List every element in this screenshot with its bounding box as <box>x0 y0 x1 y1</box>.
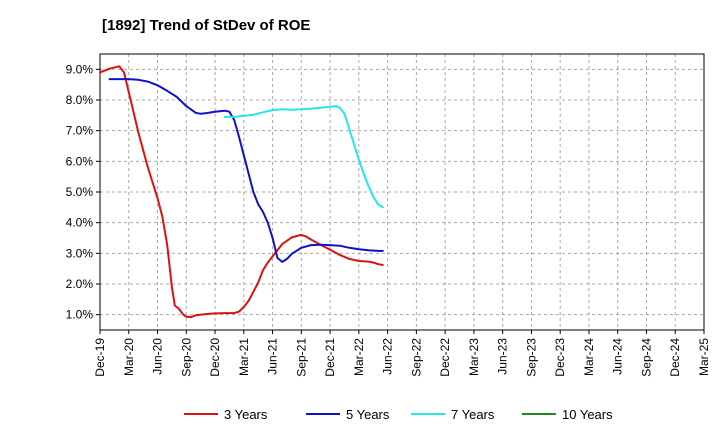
x-tick-label: Jun-22 <box>381 338 395 375</box>
y-tick-label: 3.0% <box>66 246 94 260</box>
x-tick-label: Jun-23 <box>496 338 510 375</box>
x-tick-label: Sep-24 <box>639 338 653 377</box>
x-tick-label: Jun-20 <box>151 338 165 375</box>
grid-layer <box>100 54 704 330</box>
series-line-2 <box>223 105 384 209</box>
legend: 3 Years 5 Years 7 Years 10 Years <box>184 407 613 422</box>
series-line-1 <box>108 78 384 263</box>
x-tick-label: Sep-20 <box>179 338 193 377</box>
x-tick-label: Dec-21 <box>323 338 337 377</box>
x-tick-label: Dec-23 <box>553 338 567 377</box>
x-tick-label: Mar-24 <box>582 338 596 376</box>
y-tick-label: 1.0% <box>66 308 94 322</box>
x-tick-label: Sep-21 <box>294 338 308 377</box>
y-tick-label: 4.0% <box>66 216 94 230</box>
x-tick-label: Mar-23 <box>467 338 481 376</box>
x-tick-label: Dec-19 <box>93 338 107 377</box>
x-tick-label: Sep-22 <box>409 338 423 377</box>
x-tick-label: Dec-24 <box>668 338 682 377</box>
x-tick-label: Sep-23 <box>524 338 538 377</box>
y-tick-label: 5.0% <box>66 185 94 199</box>
legend-label-1: 5 Years <box>346 407 390 422</box>
y-tick-label: 6.0% <box>66 154 94 168</box>
x-tick-label: Jun-21 <box>266 338 280 375</box>
y-tick-label: 2.0% <box>66 277 94 291</box>
x-tick-label: Mar-20 <box>122 338 136 376</box>
legend-label-3: 10 Years <box>562 407 613 422</box>
x-tick-label: Jun-24 <box>611 338 625 375</box>
y-tick-label: 9.0% <box>66 62 94 76</box>
x-tick-label: Dec-22 <box>438 338 452 377</box>
series-line-0 <box>99 65 384 319</box>
legend-label-2: 7 Years <box>451 407 495 422</box>
chart-title: [1892] Trend of StDev of ROE <box>102 17 310 34</box>
x-tick-label: Dec-20 <box>208 338 222 377</box>
y-axis: 1.0% 2.0% 3.0% 4.0% 5.0% 6.0% 7.0% 8.0% 9.0% <box>66 62 100 322</box>
series-layer <box>99 65 384 319</box>
x-axis: Dec-19 Mar-20 Jun-20 Sep-20 Dec-20 Mar-21 Jun-… <box>93 330 711 377</box>
y-tick-label: 8.0% <box>66 93 94 107</box>
y-tick-label: 7.0% <box>66 124 94 138</box>
x-tick-label: Mar-21 <box>237 338 251 376</box>
x-tick-label: Mar-22 <box>352 338 366 376</box>
x-tick-label: Mar-25 <box>697 338 711 376</box>
legend-label-0: 3 Years <box>224 407 268 422</box>
